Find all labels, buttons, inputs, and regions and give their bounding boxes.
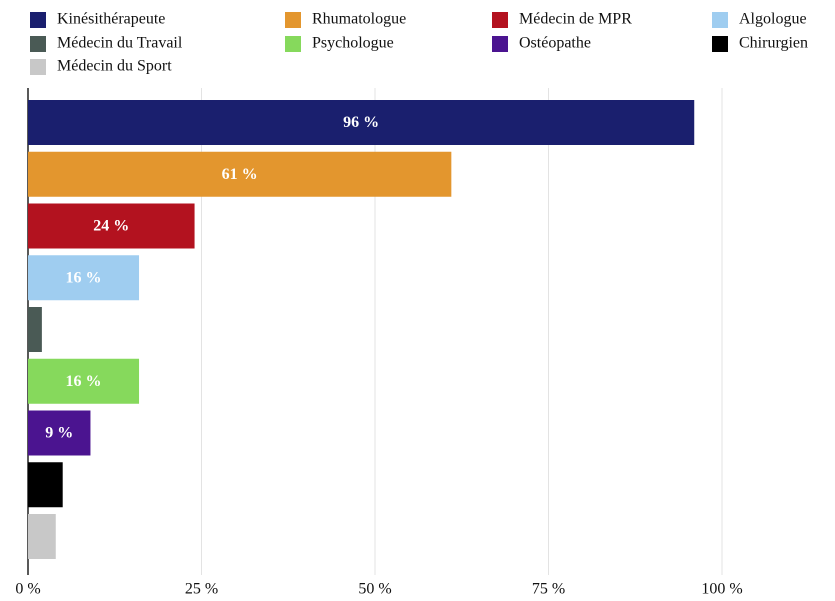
value-label: 24 % [93,218,129,235]
legend-swatch [712,36,728,52]
legend-swatch [285,36,301,52]
bar [28,514,56,559]
x-tick-label: 0 % [15,581,40,598]
bar [28,203,195,249]
bar [28,100,695,145]
legend-label: Chirurgien [739,35,808,52]
bar [28,410,91,456]
value-label: 61 % [222,166,258,183]
legend-label: Algologue [739,11,807,28]
legend-swatch [492,36,508,52]
legend-label: Médecin du Sport [57,58,172,75]
value-label: 9 % [45,425,73,442]
value-label: 96 % [343,114,379,131]
legend-swatch [492,12,508,28]
x-tick-label: 75 % [532,581,565,598]
bar [28,462,63,508]
bar [28,255,140,301]
x-tick-label: 50 % [358,581,391,598]
legend-swatch [30,59,46,75]
legend-label: Ostéopathe [519,35,591,52]
x-tick-label: 25 % [185,581,218,598]
legend-label: Rhumatologue [312,11,406,28]
x-tick-label: 100 % [701,581,742,598]
legend-swatch [30,36,46,52]
legend-label: Médecin de MPR [519,11,632,28]
legend-swatch [30,12,46,28]
value-label: 16 % [66,373,102,390]
legend-swatch [285,12,301,28]
legend-label: Kinésithérapeute [57,11,165,28]
legend-label: Médecin du Travail [57,35,183,52]
value-label: 16 % [66,269,102,286]
bar [28,151,452,197]
bar [28,358,140,404]
legend-label: Psychologue [312,35,394,52]
legend-swatch [712,12,728,28]
bar [28,307,42,352]
